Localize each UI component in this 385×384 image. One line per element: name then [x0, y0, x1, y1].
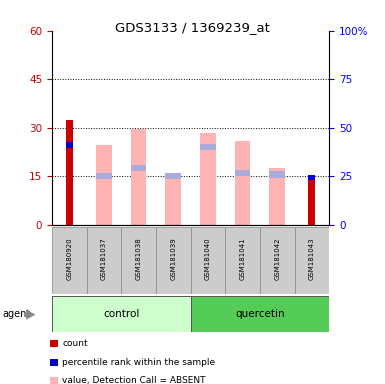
Text: GSM181042: GSM181042 — [274, 238, 280, 280]
Bar — [308, 175, 315, 225]
Text: control: control — [103, 309, 139, 319]
Bar — [131, 165, 146, 171]
Bar — [131, 129, 146, 225]
Text: percentile rank within the sample: percentile rank within the sample — [62, 358, 215, 367]
Text: ▶: ▶ — [26, 308, 36, 320]
Bar — [156, 227, 191, 294]
Bar — [225, 227, 260, 294]
Bar — [200, 144, 216, 150]
Text: quercetin: quercetin — [235, 309, 285, 319]
Bar — [308, 175, 315, 180]
Bar — [235, 170, 250, 176]
Bar — [121, 227, 156, 294]
Bar — [191, 227, 225, 294]
Text: GSM181037: GSM181037 — [101, 237, 107, 280]
Bar — [200, 132, 216, 225]
Bar — [52, 296, 191, 332]
Bar — [270, 168, 285, 225]
Text: GSM181040: GSM181040 — [205, 237, 211, 280]
Bar — [96, 146, 112, 225]
Bar — [191, 296, 329, 332]
Text: GSM181043: GSM181043 — [309, 237, 315, 280]
Bar — [87, 227, 121, 294]
Bar — [52, 227, 87, 294]
Text: GDS3133 / 1369239_at: GDS3133 / 1369239_at — [115, 21, 270, 34]
Bar — [166, 173, 181, 179]
Bar — [166, 173, 181, 225]
Bar — [96, 173, 112, 179]
Bar — [295, 227, 329, 294]
Text: value, Detection Call = ABSENT: value, Detection Call = ABSENT — [62, 376, 206, 384]
Bar — [66, 142, 73, 148]
Bar — [260, 227, 295, 294]
Text: count: count — [62, 339, 88, 348]
Text: GSM181039: GSM181039 — [170, 237, 176, 280]
Text: GSM181038: GSM181038 — [136, 237, 142, 280]
Bar — [66, 119, 73, 225]
Text: GSM181041: GSM181041 — [239, 237, 246, 280]
Bar — [235, 141, 250, 225]
Text: GSM180920: GSM180920 — [66, 237, 72, 280]
Text: agent: agent — [2, 309, 30, 319]
Bar — [270, 171, 285, 178]
